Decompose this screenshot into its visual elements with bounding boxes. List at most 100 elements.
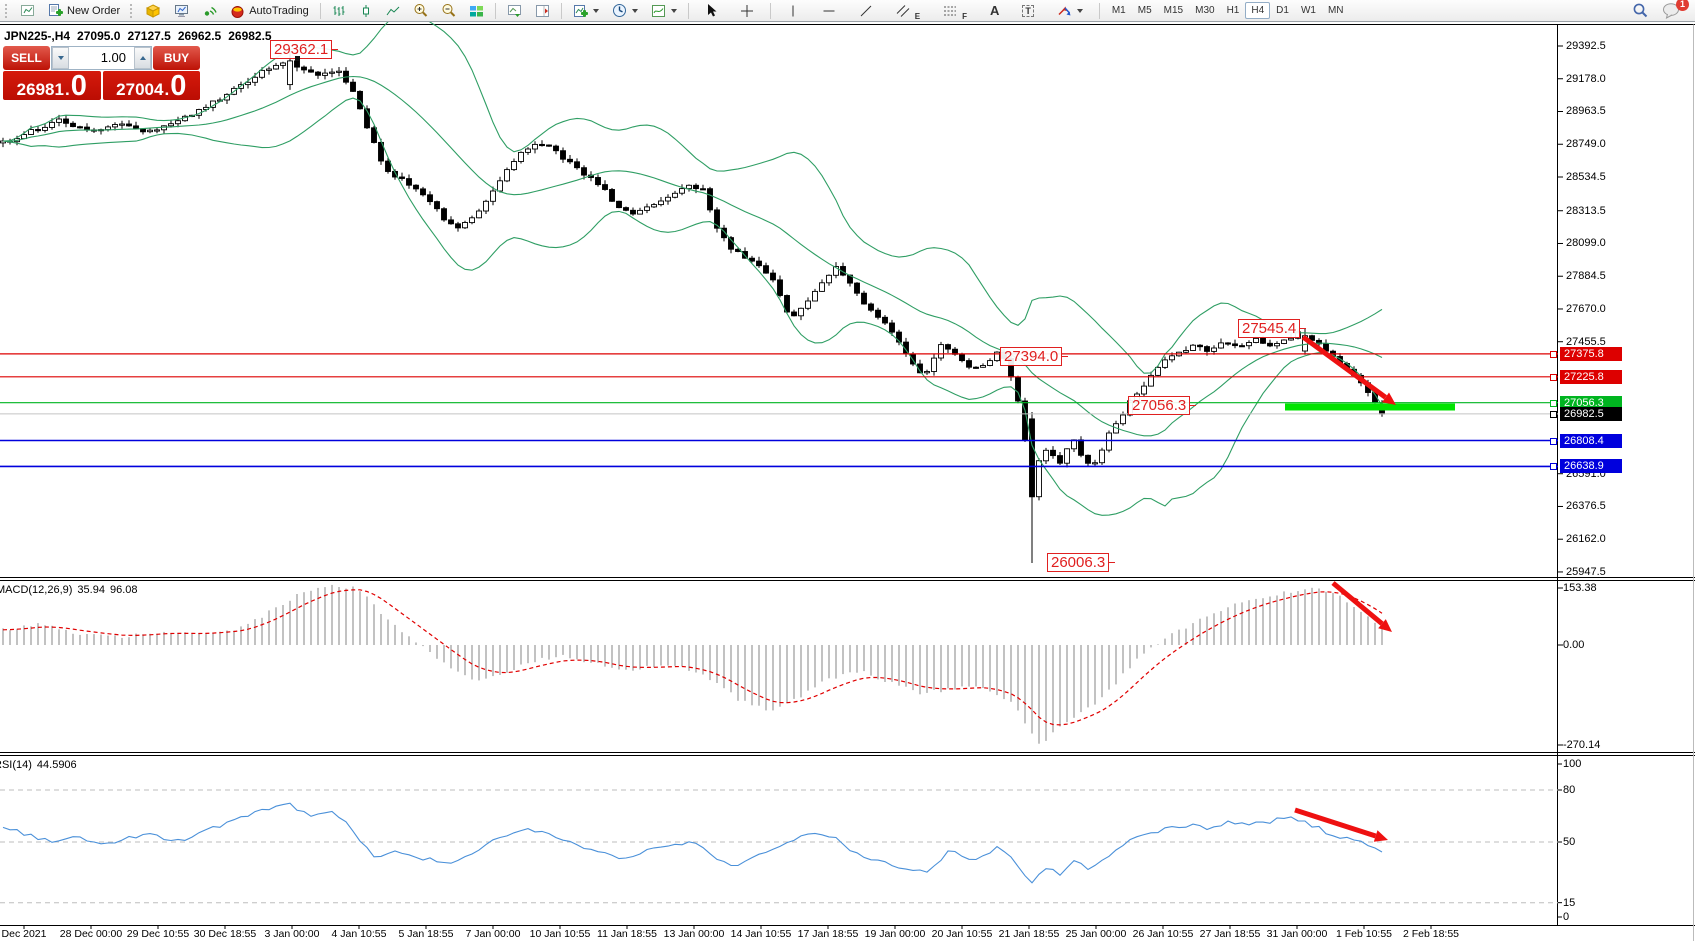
new-order-button[interactable]: New Order bbox=[43, 0, 125, 22]
time-axis-label: 27 Jan 18:55 bbox=[1199, 928, 1261, 940]
sell-button[interactable]: SELL bbox=[3, 46, 50, 70]
candle bbox=[1267, 342, 1273, 347]
candle bbox=[1092, 462, 1098, 465]
market-watch-button[interactable] bbox=[141, 0, 166, 22]
price-callout-label[interactable]: 26006.3 bbox=[1047, 553, 1116, 572]
new-chart-button[interactable] bbox=[568, 0, 604, 22]
buy-price-display[interactable]: 27004. 0 bbox=[102, 71, 200, 101]
timeframe-button-h4[interactable]: H4 bbox=[1245, 2, 1271, 19]
time-axis-label: 30 Dec 18:55 bbox=[193, 928, 257, 940]
candle bbox=[273, 64, 279, 70]
crosshair-tool-button[interactable] bbox=[735, 0, 759, 22]
text-label-tool-button[interactable]: T bbox=[1017, 0, 1039, 22]
candlestick-mode-button[interactable] bbox=[354, 0, 378, 22]
timeframe-button-m5[interactable]: M5 bbox=[1137, 5, 1152, 16]
trend-arrow-macd[interactable] bbox=[1331, 581, 1384, 626]
channel-tool-button[interactable]: E bbox=[891, 0, 925, 22]
candle bbox=[1169, 355, 1175, 361]
sell-price-display[interactable]: 26981. 0 bbox=[3, 71, 101, 101]
templates-button[interactable] bbox=[646, 0, 682, 22]
tile-windows-icon bbox=[469, 5, 483, 16]
line-price-axis-label: 27056.3 bbox=[1550, 395, 1622, 410]
toolbar-separator bbox=[1098, 2, 1100, 19]
zoom-in-button[interactable] bbox=[408, 0, 433, 22]
trend-arrow-rsi[interactable] bbox=[1294, 807, 1377, 839]
price-callout-label[interactable]: 27545.4 bbox=[1238, 319, 1307, 338]
new-chart-icon bbox=[573, 4, 588, 17]
chart-canvas[interactable] bbox=[0, 22, 1695, 941]
macd-signal-line bbox=[2, 589, 1383, 726]
arrow-shapes-icon bbox=[1058, 6, 1071, 16]
text-tool-button[interactable]: A bbox=[985, 0, 1004, 22]
timeframe-button-m30[interactable]: M30 bbox=[1195, 5, 1215, 16]
candle bbox=[581, 167, 587, 176]
search-button[interactable] bbox=[1627, 0, 1654, 22]
timeframe-button-h1[interactable]: H1 bbox=[1226, 5, 1240, 16]
bar-chart-mode-button[interactable] bbox=[327, 0, 351, 22]
macd-axis-label: -270.14 bbox=[1563, 739, 1601, 751]
candle bbox=[1050, 449, 1056, 457]
candle bbox=[763, 265, 769, 274]
signals-button[interactable] bbox=[197, 0, 222, 22]
buy-button[interactable]: BUY bbox=[153, 46, 200, 70]
candle bbox=[1211, 347, 1217, 352]
toolbar-separator bbox=[687, 2, 689, 19]
volume-input[interactable]: 1.00 bbox=[100, 50, 126, 65]
time-axis-label: 7 Jan 00:00 bbox=[465, 928, 521, 940]
line-anchor-mark bbox=[1550, 463, 1557, 471]
price-callout-label[interactable]: 27056.3 bbox=[1128, 396, 1197, 415]
timeframe-button-m1[interactable]: M1 bbox=[1111, 5, 1126, 16]
one-click-trading-panel: SELL 1.00 BUY 26981. 0 27004. 0 bbox=[3, 46, 200, 101]
horizontal-line-tool-button[interactable] bbox=[817, 0, 841, 22]
main-toolbar: New Order AutoTrading bbox=[0, 0, 1695, 22]
price-callout-label[interactable]: 29362.1 bbox=[270, 40, 339, 61]
auto-scroll-button[interactable] bbox=[502, 0, 527, 22]
cursor-icon bbox=[707, 4, 717, 17]
candle bbox=[364, 108, 370, 129]
data-window-button[interactable] bbox=[169, 0, 194, 22]
timeframe-group: M1 M5 M15 M30 H1 H4 D1 W1 MN bbox=[1106, 2, 1350, 19]
timeframe-button-m15[interactable]: M15 bbox=[1163, 5, 1184, 16]
price-callout-label[interactable]: 27394.0 bbox=[1000, 347, 1069, 366]
zoom-out-icon bbox=[442, 4, 455, 17]
vertical-line-tool-button[interactable] bbox=[782, 0, 804, 22]
candle bbox=[56, 118, 62, 123]
candle bbox=[931, 357, 937, 372]
periods-button[interactable] bbox=[607, 0, 643, 22]
candle bbox=[693, 184, 699, 190]
cursor-tool-button[interactable] bbox=[700, 0, 722, 22]
timeframe-button-d1[interactable]: D1 bbox=[1276, 5, 1289, 16]
macd-signal-value: 96.08 bbox=[109, 584, 138, 596]
selection-handle[interactable] bbox=[295, 56, 300, 61]
notifications-button[interactable]: 1 bbox=[1657, 0, 1689, 22]
rsi-value: 44.5906 bbox=[36, 759, 77, 771]
toolbar-drag-handle[interactable] bbox=[5, 3, 11, 18]
tile-windows-button[interactable] bbox=[464, 0, 489, 22]
timeframe-button-w1[interactable]: W1 bbox=[1300, 5, 1316, 16]
trend-arrow-main[interactable] bbox=[1301, 334, 1387, 400]
package-icon bbox=[146, 3, 161, 18]
autotrading-button[interactable]: AutoTrading bbox=[225, 0, 314, 22]
chart-window-menu-button[interactable] bbox=[16, 0, 40, 22]
candle bbox=[147, 129, 153, 133]
line-anchor-mark bbox=[1550, 399, 1557, 407]
candle bbox=[126, 123, 132, 127]
volume-decrease-button[interactable] bbox=[52, 47, 69, 69]
chart-shift-button[interactable] bbox=[530, 0, 555, 22]
template-chart-icon bbox=[651, 4, 665, 17]
zoom-out-button[interactable] bbox=[436, 0, 461, 22]
toolbar-separator bbox=[319, 2, 321, 19]
fibonacci-tool-button[interactable]: F bbox=[938, 0, 972, 22]
time-axis-label: 11 Jan 18:55 bbox=[597, 928, 657, 940]
arrows-tool-button[interactable] bbox=[1052, 0, 1088, 22]
high-value: 27127.5 bbox=[127, 29, 171, 43]
candle bbox=[462, 222, 468, 229]
volume-increase-button[interactable] bbox=[134, 47, 151, 69]
bollinger-lower-band bbox=[2, 97, 1383, 516]
toolbar-drag-handle[interactable] bbox=[130, 3, 136, 18]
candle bbox=[399, 176, 405, 179]
trendline-tool-button[interactable] bbox=[854, 0, 878, 22]
line-chart-mode-button[interactable] bbox=[381, 0, 405, 22]
macd-indicator-title: MACD(12,26,9) 35.94 96.08 bbox=[0, 584, 137, 596]
timeframe-button-mn[interactable]: MN bbox=[1327, 5, 1344, 16]
